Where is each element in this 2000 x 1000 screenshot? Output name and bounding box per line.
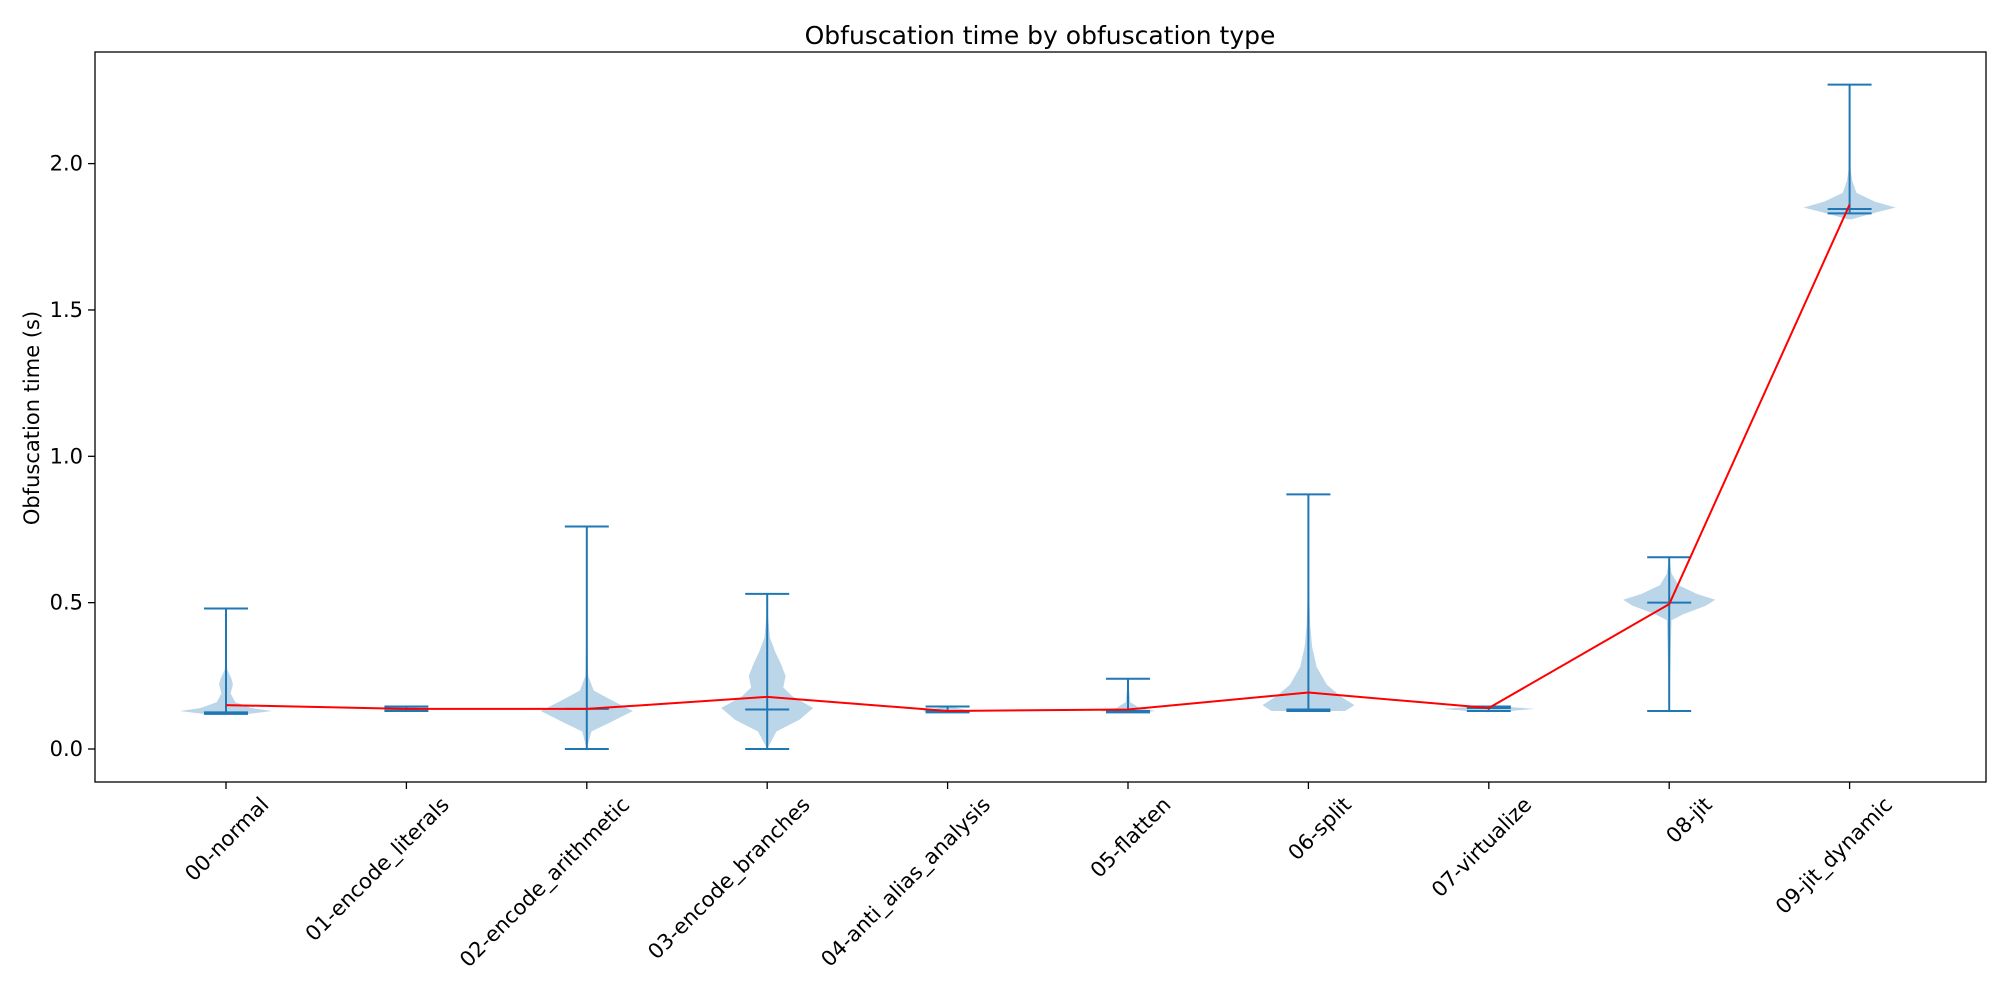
y-tick-label: 1.0	[50, 444, 83, 468]
y-tick-label: 2.0	[50, 152, 83, 176]
x-tick-label: 06-split	[1283, 793, 1355, 865]
y-tick-label: 0.5	[50, 591, 83, 615]
x-tick-label: 02-encode_arithmetic	[455, 793, 635, 973]
y-axis: 0.0 0.5 1.0 1.5 2.0	[50, 152, 95, 761]
chart-title: Obfuscation time by obfuscation type	[805, 21, 1276, 50]
x-tick-label: 05-flatten	[1086, 793, 1176, 883]
y-axis-label: Obfuscation time (s)	[20, 311, 44, 525]
x-tick-label: 07-virtualize	[1427, 793, 1536, 902]
x-tick-label: 01-encode_literals	[301, 793, 455, 947]
x-tick-label: 04-anti_alias_analysis	[816, 793, 996, 973]
x-tick-label: 09-jit_dynamic	[1771, 793, 1898, 920]
x-tick-label: 08-jit	[1661, 793, 1716, 848]
axes-frame	[94, 51, 1987, 783]
y-tick-label: 0.0	[50, 737, 83, 761]
x-tick-label: 03-encode_branches	[643, 793, 815, 965]
y-tick-label: 1.5	[50, 298, 83, 322]
violins-layer	[180, 83, 1896, 750]
x-tick-label: 00-normal	[180, 793, 273, 886]
mean-line-layer	[225, 204, 1851, 712]
x-axis: 00-normal 01-encode_literals 02-encode_ari…	[180, 782, 1898, 973]
mean-line	[225, 204, 1851, 712]
